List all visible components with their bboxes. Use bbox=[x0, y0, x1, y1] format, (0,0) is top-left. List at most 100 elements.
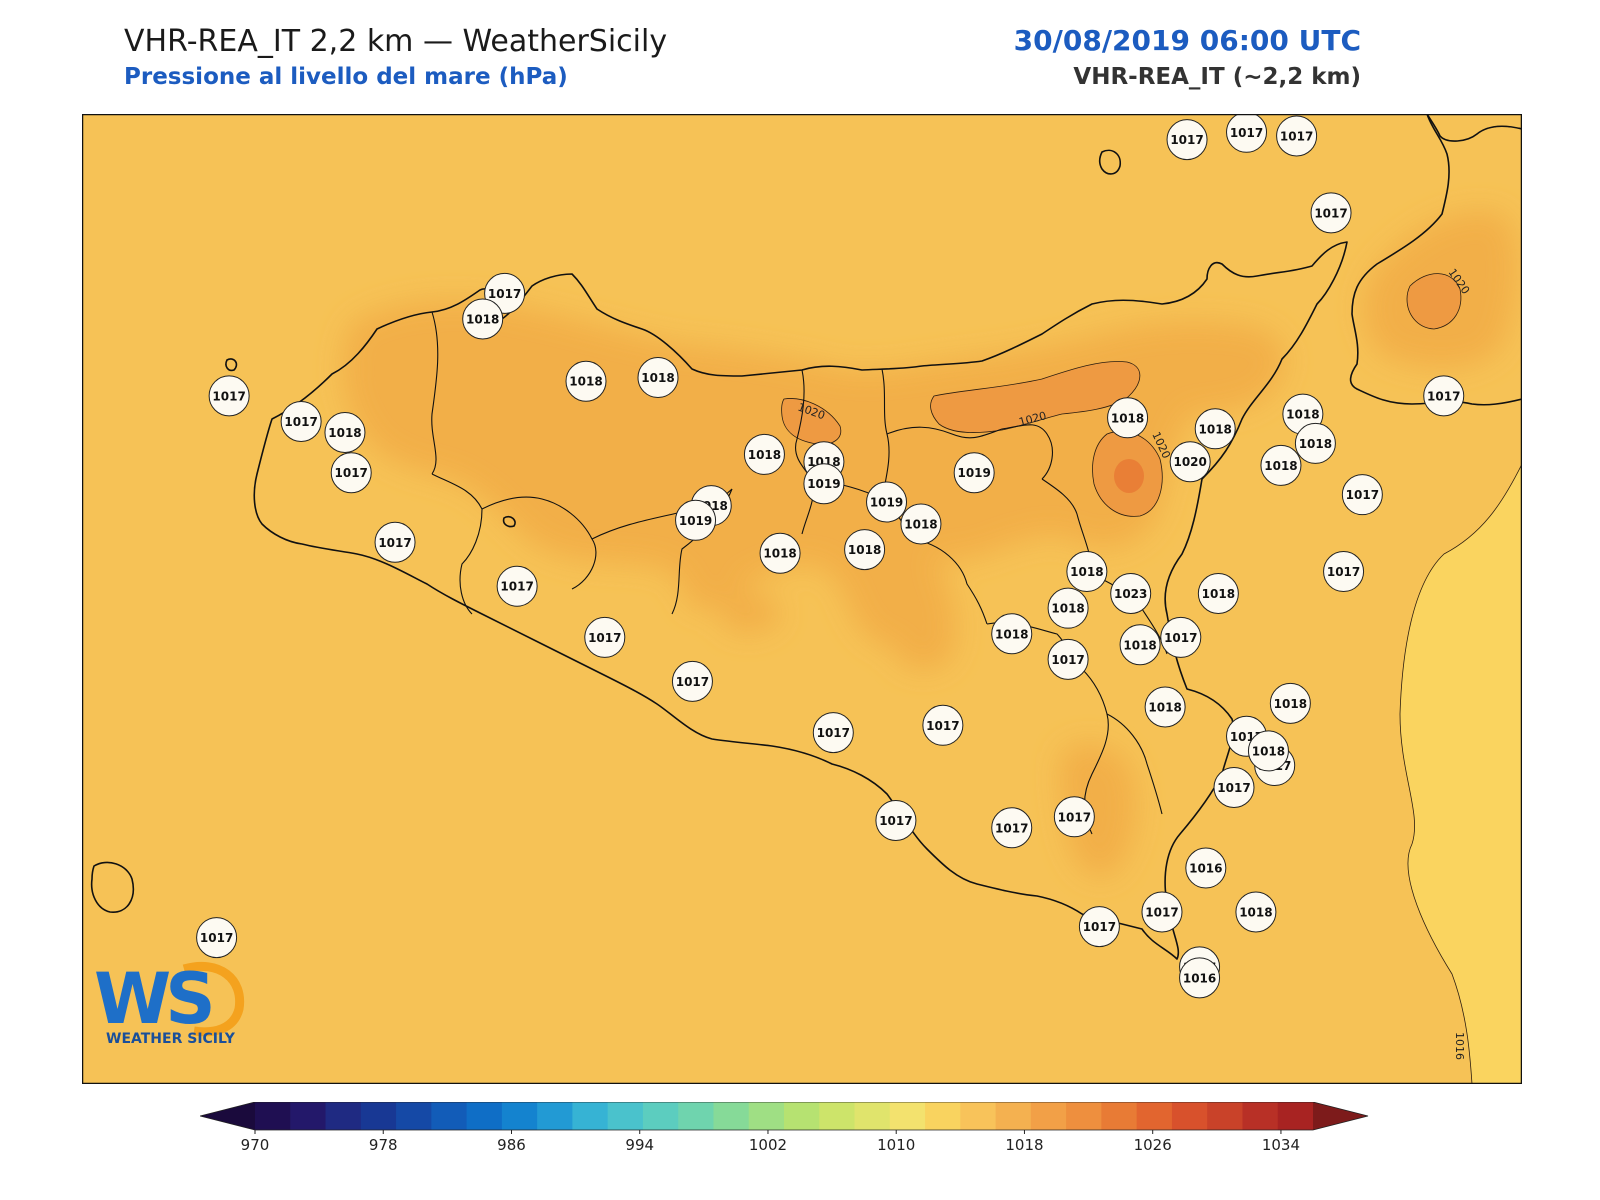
station-value: 1017 bbox=[284, 415, 317, 429]
colorbar-ticks: 970 978 986 994 1002 1010 1018 1026 1034 bbox=[241, 1130, 1300, 1154]
station-value: 1018 bbox=[1252, 744, 1285, 758]
station-circle bbox=[1213, 767, 1255, 809]
station-value: 1017 bbox=[1280, 129, 1313, 143]
station-value: 1018 bbox=[1123, 638, 1156, 652]
station-value: 1023 bbox=[1114, 587, 1147, 601]
station-circle bbox=[330, 452, 372, 494]
station-circle bbox=[324, 411, 366, 453]
station-marker: 1017 bbox=[374, 521, 416, 563]
station-circle bbox=[1078, 906, 1120, 948]
station-value: 1017 bbox=[1145, 905, 1178, 919]
station-value: 1017 bbox=[1051, 653, 1084, 667]
colorbar-tick-label: 970 bbox=[241, 1136, 270, 1154]
colorbar-swatch bbox=[784, 1102, 820, 1130]
station-marker: 1018 bbox=[900, 503, 942, 545]
station-value: 1020 bbox=[1173, 455, 1206, 469]
station-circle bbox=[1110, 573, 1152, 615]
colorbar-swatch bbox=[889, 1102, 926, 1130]
station-circle bbox=[1226, 114, 1268, 153]
station-circle bbox=[1119, 624, 1161, 666]
station-value: 1017 bbox=[1230, 126, 1263, 140]
station-value: 1019 bbox=[807, 477, 840, 491]
colorbar-swatch bbox=[255, 1102, 291, 1130]
station-circle bbox=[922, 704, 964, 746]
station-marker: 1018 bbox=[1119, 624, 1161, 666]
station-value: 1017 bbox=[995, 821, 1028, 835]
colorbar-swatch bbox=[1101, 1102, 1138, 1130]
station-marker: 1018 bbox=[565, 360, 607, 402]
station-value: 1018 bbox=[904, 517, 937, 531]
station-marker: 1018 bbox=[1260, 444, 1302, 486]
colorbar-swatch bbox=[854, 1102, 891, 1130]
colorbar-swatch bbox=[995, 1102, 1032, 1130]
station-marker: 1017 bbox=[1166, 119, 1208, 161]
station-marker: 1017 bbox=[584, 616, 626, 658]
station-marker: 1017 bbox=[1310, 192, 1352, 234]
calabria-north-coast bbox=[1426, 114, 1522, 142]
station-marker: 1018 bbox=[1194, 408, 1236, 450]
station-value: 1018 bbox=[1239, 905, 1272, 919]
station-circle bbox=[565, 360, 607, 402]
station-value: 1018 bbox=[1051, 602, 1084, 616]
station-marker: 1018 bbox=[1294, 422, 1336, 464]
station-circle bbox=[637, 357, 679, 399]
station-value: 1017 bbox=[1327, 565, 1360, 579]
colorbar-tick-label: 978 bbox=[369, 1136, 398, 1154]
station-markers: 1017 1017 1017 1017 1017 1017 1017 1017 1017 1017… bbox=[196, 114, 1465, 999]
station-value: 1018 bbox=[1264, 459, 1297, 473]
station-marker: 1018 bbox=[1047, 587, 1089, 629]
station-marker: 1018 bbox=[1144, 686, 1186, 728]
station-circle bbox=[280, 400, 322, 442]
isobar-label: 1016 bbox=[1453, 1032, 1466, 1060]
logo-letters: WS bbox=[94, 958, 211, 1040]
colorbar-swatch bbox=[642, 1102, 679, 1130]
pressure-field-1016-band bbox=[1400, 464, 1522, 1084]
station-marker: 1016 bbox=[1179, 957, 1221, 999]
station-value: 1018 bbox=[1202, 587, 1235, 601]
station-marker: 1017 bbox=[922, 704, 964, 746]
station-value: 1018 bbox=[748, 448, 781, 462]
station-circle bbox=[953, 452, 995, 494]
station-marker: 1018 bbox=[1247, 730, 1289, 772]
station-marker: 1017 bbox=[1047, 638, 1089, 680]
station-marker: 1017 bbox=[1323, 551, 1365, 593]
colorbar: 970 978 986 994 1002 1010 1018 1026 1034 bbox=[200, 1102, 1369, 1154]
station-marker: 1017 bbox=[1341, 474, 1383, 516]
station-circle bbox=[1160, 616, 1202, 658]
logo-swoosh bbox=[182, 961, 245, 1037]
colorbar-swatch bbox=[678, 1102, 714, 1130]
colorbar-swatch bbox=[1207, 1102, 1243, 1130]
station-value: 1017 bbox=[676, 675, 709, 689]
station-marker: 1017 bbox=[991, 807, 1033, 849]
colorbar-tick-label: 1010 bbox=[877, 1136, 915, 1154]
station-value: 1019 bbox=[957, 466, 990, 480]
station-value: 1017 bbox=[926, 719, 959, 733]
pressure-field-1022 bbox=[1114, 459, 1144, 493]
station-value: 1018 bbox=[1274, 697, 1307, 711]
station-marker: 1017 bbox=[330, 452, 372, 494]
station-marker: 1017 bbox=[208, 375, 250, 417]
station-circle bbox=[671, 660, 713, 702]
colorbar-swatch bbox=[466, 1102, 503, 1130]
station-circle bbox=[1185, 847, 1227, 889]
colorbar-over-arrow bbox=[1313, 1102, 1368, 1130]
station-value: 1018 bbox=[848, 543, 881, 557]
colorbar-swatches bbox=[200, 1102, 1369, 1131]
station-marker: 1018 bbox=[1269, 682, 1311, 724]
station-circle bbox=[759, 532, 801, 574]
station-value: 1017 bbox=[1164, 631, 1197, 645]
station-marker: 1017 bbox=[1053, 796, 1095, 838]
station-circle bbox=[991, 807, 1033, 849]
colorbar-tick-label: 1026 bbox=[1134, 1136, 1172, 1154]
station-marker: 1017 bbox=[875, 799, 917, 841]
map-subtitle: Pressione al livello del mare (hPa) bbox=[124, 64, 568, 90]
colorbar-swatch bbox=[290, 1102, 327, 1130]
colorbar-under-arrow bbox=[200, 1102, 255, 1130]
station-value: 1018 bbox=[1070, 565, 1103, 579]
station-circle bbox=[1179, 957, 1221, 999]
station-circle bbox=[1107, 397, 1149, 439]
station-value: 1018 bbox=[641, 371, 674, 385]
station-circle bbox=[900, 503, 942, 545]
station-value: 1017 bbox=[212, 389, 245, 403]
lipari-island bbox=[1098, 149, 1122, 175]
